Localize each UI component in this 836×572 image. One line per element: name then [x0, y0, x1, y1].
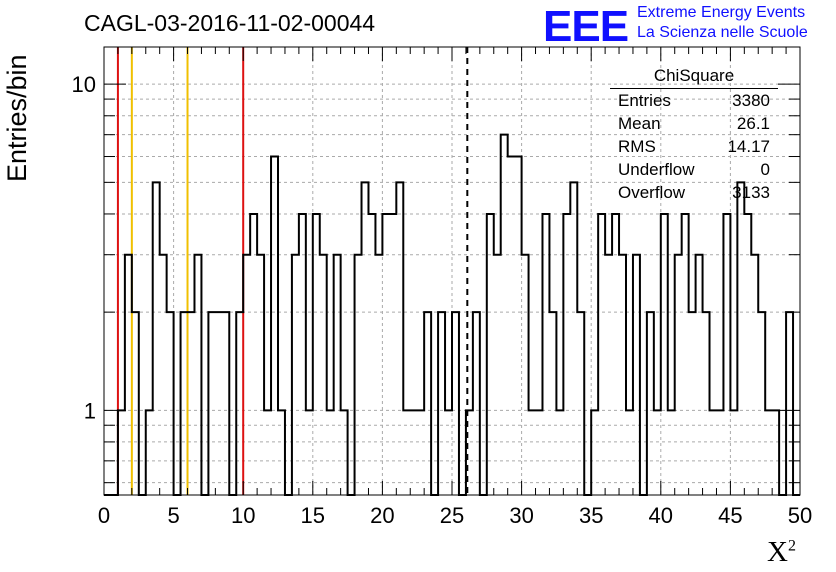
x-tick-label: 40 [649, 503, 673, 528]
x-axis-label-superscript: 2 [787, 537, 796, 555]
stats-row: Mean 26.1 [610, 112, 778, 135]
x-tick-label: 20 [370, 503, 394, 528]
logo-line-1: Extreme Energy Events [637, 4, 806, 21]
x-tick-label: 45 [718, 503, 742, 528]
stats-label: Underflow [618, 160, 695, 179]
x-axis-label-text: X [767, 536, 788, 568]
x-tick-label: 30 [509, 503, 533, 528]
stats-value: 26.1 [736, 114, 770, 133]
stats-label: Overflow [618, 183, 686, 202]
stats-row: Overflow 3133 [610, 181, 778, 204]
y-axis-label: Entries/bin [2, 54, 33, 182]
eee-logo: EEE [543, 2, 629, 51]
x-tick-label: 15 [301, 503, 325, 528]
y-axis-label-text: Entries/bin [2, 54, 32, 182]
stats-row: Entries 3380 [610, 89, 778, 112]
logo-line-2: La Scienza nelle Scuole [637, 24, 808, 41]
stats-box: ChiSquare Entries 3380 Mean 26.1 RMS 14.17 … [610, 66, 778, 204]
x-tick-label: 5 [167, 503, 179, 528]
x-tick-label: 50 [788, 503, 812, 528]
stats-row: Underflow 0 [610, 158, 778, 181]
stats-label: RMS [618, 137, 656, 156]
stats-label: Entries [618, 91, 671, 110]
x-tick-label: 10 [231, 503, 255, 528]
stats-row: RMS 14.17 [610, 135, 778, 158]
stats-title: ChiSquare [610, 66, 778, 89]
y-tick-label: 1 [84, 398, 96, 423]
tick-labels: 0 5 10 15 20 25 30 35 40 45 50 1 10 [72, 72, 813, 528]
x-axis-label: X2 [767, 536, 796, 569]
histogram-line [104, 133, 800, 496]
y-tick-label: 10 [72, 72, 96, 97]
stats-value: 3380 [732, 91, 770, 110]
x-tick-label: 0 [98, 503, 110, 528]
axis-ticks [103, 47, 801, 495]
stats-value: 3133 [732, 183, 770, 202]
stats-label: Mean [618, 114, 661, 133]
stats-value: 14.17 [727, 137, 770, 156]
stats-value: 0 [760, 160, 770, 179]
x-tick-label: 25 [440, 503, 464, 528]
x-tick-label: 35 [579, 503, 603, 528]
chart-title: CAGL-03-2016-11-02-00044 [84, 10, 376, 36]
